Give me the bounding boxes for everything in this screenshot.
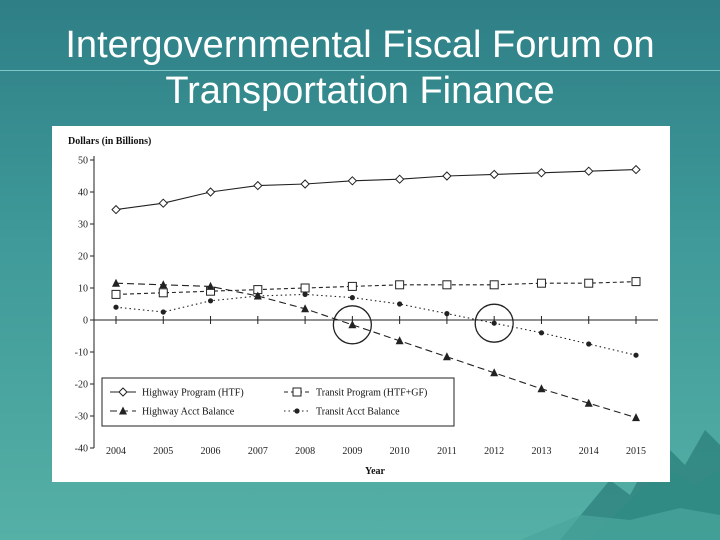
series-1-point xyxy=(584,166,594,176)
series-1-point xyxy=(111,204,121,215)
legend-marker-4 xyxy=(294,408,300,414)
x-tick-label: 2014 xyxy=(579,446,599,457)
title-divider xyxy=(0,70,720,71)
series-4-point xyxy=(207,298,214,304)
legend-marker-1 xyxy=(118,387,128,397)
series-1-point xyxy=(158,198,168,208)
chart-panel: 50 40 30 20 10 0 -10 -20 -30 -40 2004 2005 2006 2007 2… xyxy=(52,126,670,482)
x-tick-label: 2004 xyxy=(106,446,126,457)
slide-title-line-1: Intergovernmental Fiscal Forum on xyxy=(65,24,655,66)
x-tick-label: 2006 xyxy=(201,446,221,457)
series-1-point xyxy=(300,179,310,189)
y-axis-title: Dollars (in Billions) xyxy=(68,136,151,147)
x-tick-label: 2009 xyxy=(342,446,362,457)
y-tick-label: -20 xyxy=(75,380,88,391)
y-tick-label: -30 xyxy=(75,412,88,423)
x-tick-label: 2012 xyxy=(484,446,504,457)
series-4-point xyxy=(160,309,166,315)
x-tick-label: 2008 xyxy=(295,446,315,457)
x-tick-label: 2013 xyxy=(531,446,551,457)
series-1-point xyxy=(347,176,358,186)
series-3-point xyxy=(442,352,451,361)
x-tick-label: 2007 xyxy=(248,446,268,457)
series-4-point xyxy=(113,304,119,310)
highlight-circle-2 xyxy=(474,303,514,343)
slide-title-line-2: Transportation Finance xyxy=(165,70,555,112)
series-3-point xyxy=(301,304,310,313)
series-2-point xyxy=(631,277,641,287)
slide-title: Intergovernmental Fiscal Forum on Transp… xyxy=(0,22,720,114)
y-tick-label: 40 xyxy=(78,188,88,199)
series-line-3 xyxy=(115,282,637,419)
legend-marker-3 xyxy=(119,406,127,415)
x-tick-label: 2015 xyxy=(626,446,646,457)
series-3-point xyxy=(584,398,593,407)
x-tick-label: 2011 xyxy=(437,446,457,457)
series-4-point xyxy=(491,320,497,326)
legend-label-1: Highway Program (HTF) xyxy=(142,388,244,399)
series-3-point xyxy=(395,336,404,345)
series-4-point xyxy=(302,291,308,297)
series-1-point xyxy=(631,164,641,175)
series-4-point xyxy=(349,295,355,301)
series-3-point xyxy=(537,384,546,393)
series-1-point xyxy=(442,171,452,181)
series-2-point xyxy=(347,281,357,291)
legend-box xyxy=(101,377,455,427)
series-1-point xyxy=(253,180,263,191)
legend-label-3: Highway Acct Balance xyxy=(142,407,235,418)
series-2-point xyxy=(489,280,499,290)
series-4-point xyxy=(538,330,545,336)
legend-label-4: Transit Acct Balance xyxy=(316,407,400,418)
series-1-point xyxy=(489,169,499,180)
series-1-point xyxy=(536,168,547,178)
series-1-point xyxy=(205,187,216,197)
series-3-point xyxy=(490,368,499,377)
series-3-point xyxy=(206,281,215,290)
x-tick-label: 2005 xyxy=(153,446,173,457)
legend-marker-2 xyxy=(292,387,302,397)
y-tick-label: 10 xyxy=(78,284,88,295)
series-3-point xyxy=(112,278,120,287)
series-4-point xyxy=(255,293,261,299)
series-1-point xyxy=(394,174,405,184)
y-tick-label: -40 xyxy=(75,444,88,455)
y-tick-label: 30 xyxy=(78,220,88,231)
x-axis-title: Year xyxy=(365,466,386,477)
mountain-decoration xyxy=(520,430,720,540)
y-tick-label: 50 xyxy=(78,156,88,167)
series-2-point xyxy=(442,280,452,290)
series-line-4 xyxy=(115,293,637,356)
series-4-point xyxy=(586,341,592,347)
series-2-point xyxy=(395,280,405,290)
series-4-point xyxy=(444,311,450,317)
y-tick-label: 0 xyxy=(83,316,88,327)
series-4-point xyxy=(397,301,403,307)
legend-label-2: Transit Program (HTF+GF) xyxy=(316,388,427,399)
series-2-point xyxy=(158,288,168,298)
series-2-point xyxy=(111,289,121,299)
series-4-point xyxy=(633,352,639,358)
highlight-circle-1 xyxy=(332,305,373,345)
x-tick-label: 2010 xyxy=(390,446,410,457)
series-2-point xyxy=(584,278,594,288)
series-3-point xyxy=(632,413,640,422)
series-2-point xyxy=(536,278,546,288)
series-line-2 xyxy=(115,281,637,295)
series-line-1 xyxy=(115,169,637,211)
series-3-point xyxy=(159,280,168,289)
series-3-point xyxy=(348,320,357,329)
series-2-point xyxy=(300,283,310,293)
y-tick-label: 20 xyxy=(78,252,88,263)
y-tick-label: -10 xyxy=(75,348,88,359)
